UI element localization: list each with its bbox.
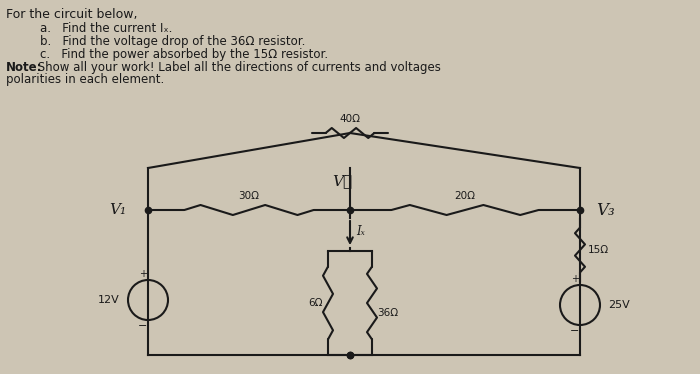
Text: 6Ω: 6Ω	[309, 298, 323, 308]
Text: a.   Find the current Iₓ.: a. Find the current Iₓ.	[40, 22, 172, 35]
Text: 15Ω: 15Ω	[588, 245, 609, 255]
Text: 36Ω: 36Ω	[377, 308, 398, 318]
Text: Iₓ: Iₓ	[356, 224, 365, 237]
Text: Show all your work! Label all the directions of currents and voltages: Show all your work! Label all the direct…	[34, 61, 441, 74]
Text: Vℓ: Vℓ	[332, 174, 352, 188]
Text: V₃: V₃	[596, 202, 615, 218]
Text: 12V: 12V	[98, 295, 120, 305]
Text: 30Ω: 30Ω	[239, 191, 260, 201]
Text: 40Ω: 40Ω	[340, 114, 360, 124]
Text: −: −	[139, 321, 148, 331]
Text: V₁: V₁	[109, 203, 126, 217]
Text: b.   Find the voltage drop of the 36Ω resistor.: b. Find the voltage drop of the 36Ω resi…	[40, 35, 305, 48]
Text: 25V: 25V	[608, 300, 630, 310]
Text: c.   Find the power absorbed by the 15Ω resistor.: c. Find the power absorbed by the 15Ω re…	[40, 48, 328, 61]
Text: For the circuit below,: For the circuit below,	[6, 8, 137, 21]
Text: polarities in each element.: polarities in each element.	[6, 73, 164, 86]
Text: 20Ω: 20Ω	[454, 191, 475, 201]
Text: +: +	[571, 274, 579, 284]
Text: +: +	[139, 269, 147, 279]
Text: −: −	[570, 326, 580, 336]
Text: Note:: Note:	[6, 61, 43, 74]
